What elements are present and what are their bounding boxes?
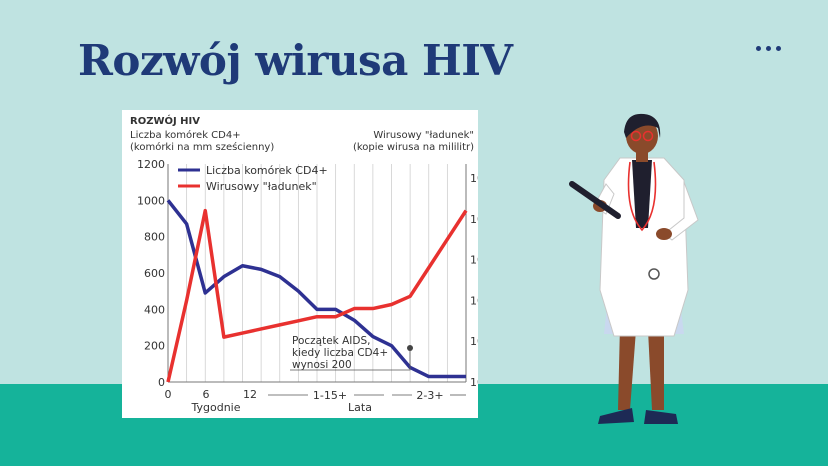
legend-label-cd4: Liczba komórek CD4+ bbox=[206, 164, 328, 177]
x-range-label-1: 1-15+ bbox=[313, 389, 347, 402]
right-tick-label: 107 bbox=[470, 170, 478, 185]
left-leg bbox=[618, 325, 636, 410]
right-hand bbox=[656, 228, 672, 240]
hiv-chart: ROZWÓJ HIV Liczba komórek CD4+ (komórki … bbox=[130, 114, 478, 414]
clipboard bbox=[569, 181, 621, 219]
legend-label-viral: Wirusowy "ładunek" bbox=[206, 180, 317, 193]
shirt bbox=[632, 160, 652, 228]
cd4-series-line bbox=[166, 199, 466, 379]
legend: Liczba komórek CD4+ Wirusowy "ładunek" bbox=[178, 164, 328, 193]
x-tick-label: 0 bbox=[165, 388, 172, 401]
doctor-illustration bbox=[560, 110, 730, 434]
right-tick-label: 103 bbox=[470, 333, 478, 348]
dot bbox=[766, 46, 771, 51]
slide-title: Rozwój wirusa HIV bbox=[78, 36, 513, 85]
viral-load-series-line bbox=[166, 208, 468, 383]
x-label-weeks: Tygodnie bbox=[190, 401, 240, 414]
left-tick-label: 600 bbox=[144, 267, 165, 280]
aids-annotation: Początek AIDS, kiedy liczba CD4+ wynosi … bbox=[290, 335, 413, 371]
left-axis-label-line1: Liczba komórek CD4+ bbox=[130, 129, 241, 141]
stethoscope bbox=[627, 161, 657, 232]
stethoscope-bell bbox=[648, 268, 660, 280]
x-label-years: Lata bbox=[348, 401, 372, 414]
left-axis-ticks: 1200 1000 800 600 400 200 0 bbox=[137, 158, 165, 389]
right-axis-ticks: 107 106 105 104 103 102 bbox=[470, 170, 478, 389]
annotation-marker bbox=[407, 345, 413, 351]
left-tick-label: 0 bbox=[158, 376, 165, 389]
grid bbox=[167, 164, 467, 383]
chart-title: ROZWÓJ HIV bbox=[130, 114, 200, 127]
glasses-left bbox=[630, 130, 642, 142]
more-dots-icon[interactable] bbox=[756, 38, 782, 58]
left-tick-label: 200 bbox=[144, 340, 165, 353]
series-layer bbox=[166, 199, 468, 383]
annotation-line-1: Początek AIDS, bbox=[292, 335, 370, 347]
right-tick-label: 106 bbox=[470, 211, 478, 226]
right-axis-label-line1: Wirusowy "ładunek" bbox=[373, 130, 474, 141]
lab-coat bbox=[599, 157, 689, 337]
x-tick-label: 12 bbox=[243, 388, 257, 401]
left-axis-label-line2: (komórki na mm sześcienny) bbox=[130, 141, 274, 153]
hair bbox=[624, 113, 661, 138]
annotation-leader bbox=[290, 348, 411, 371]
right-shoe bbox=[644, 410, 678, 424]
dot bbox=[756, 46, 761, 51]
left-tick-label: 1000 bbox=[137, 194, 165, 207]
left-tick-label: 800 bbox=[144, 231, 165, 244]
right-tick-label: 105 bbox=[470, 252, 478, 267]
x-tick-label: 6 bbox=[203, 388, 210, 401]
right-axis-label-line2: (kopie wirusa na mililitr) bbox=[353, 142, 474, 153]
annotation-line-3: wynosi 200 bbox=[292, 359, 352, 371]
glasses-right bbox=[642, 130, 654, 142]
annotation-line-2: kiedy liczba CD4+ bbox=[292, 347, 388, 359]
right-tick-label: 102 bbox=[470, 374, 478, 389]
right-leg bbox=[648, 325, 664, 410]
dot bbox=[776, 46, 781, 51]
left-tick-label: 400 bbox=[144, 303, 165, 316]
x-range-label-2: 2-3+ bbox=[416, 389, 443, 402]
x-axis: 0 6 12 Tygodnie Lata 1-15+ 2-3+ bbox=[165, 388, 466, 414]
left-tick-label: 1200 bbox=[137, 158, 165, 171]
chart-card: ROZWÓJ HIV Liczba komórek CD4+ (komórki … bbox=[122, 110, 478, 418]
left-shoe bbox=[598, 408, 634, 424]
right-tick-label: 104 bbox=[470, 292, 478, 307]
